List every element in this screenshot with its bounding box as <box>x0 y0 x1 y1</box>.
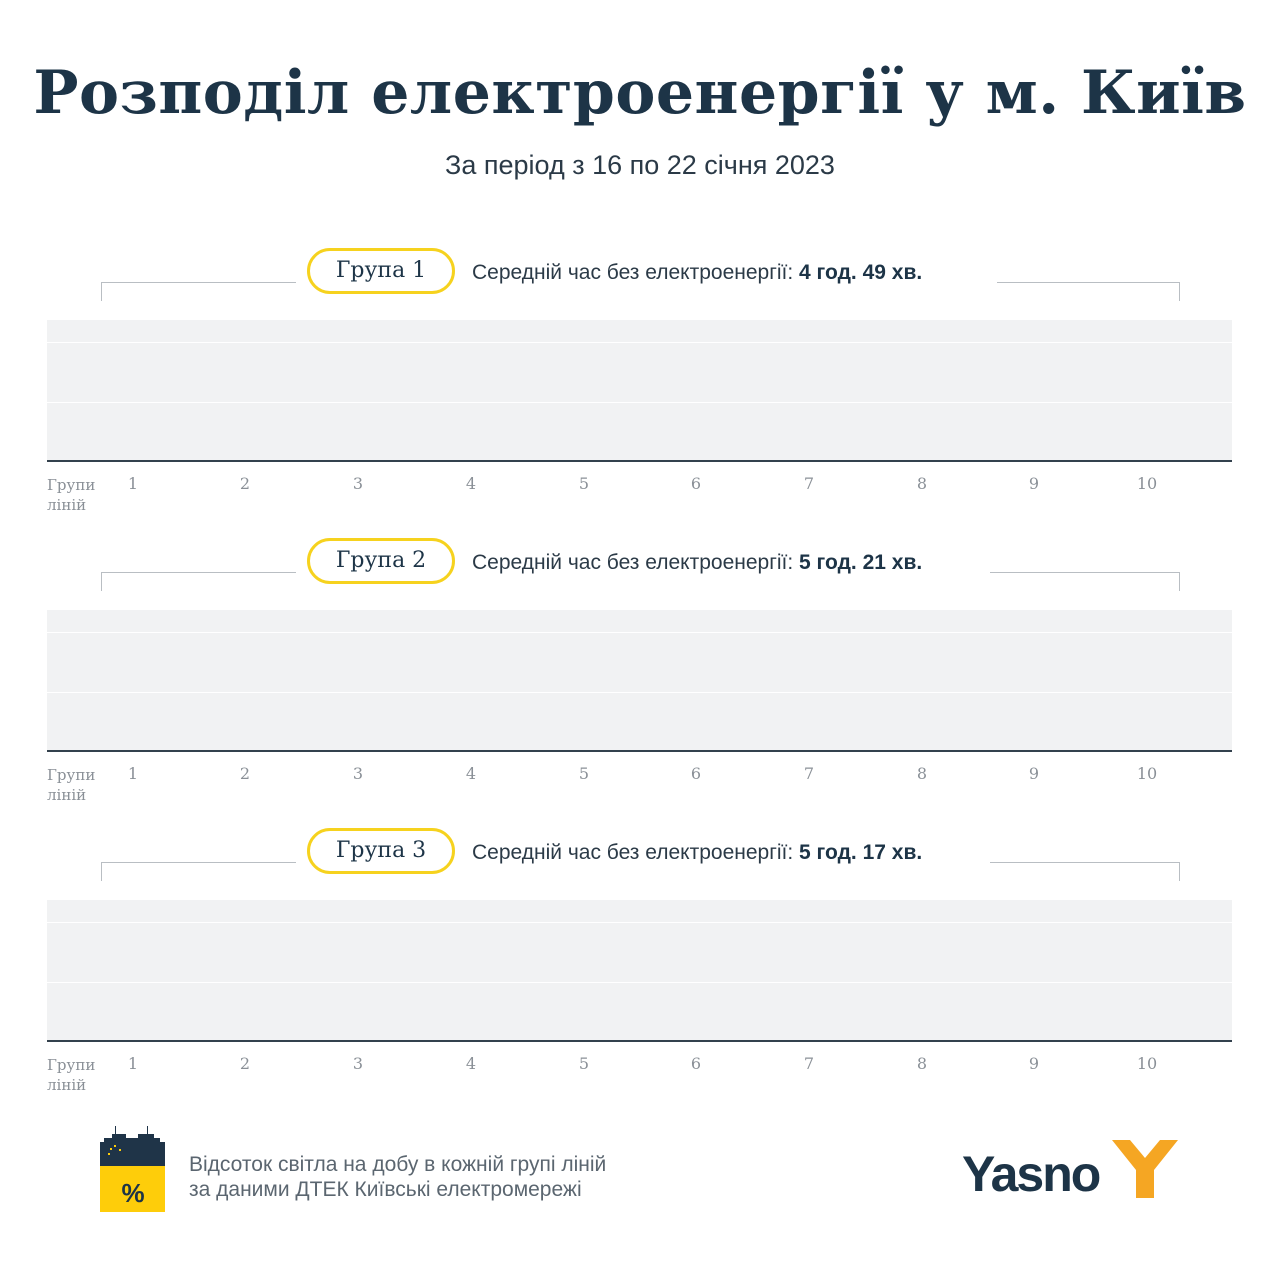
x-tick-label: 8 <box>916 764 928 783</box>
avg-value: 5 год. 21 хв. <box>799 551 923 574</box>
x-tick-label: 2 <box>239 1054 251 1073</box>
x-tick-label: 3 <box>352 1054 364 1073</box>
bars-svg: 82% 80% 78% 77% 76% 74% <box>0 580 1280 870</box>
x-tick-label: 7 <box>803 1054 815 1073</box>
x-tick-label: 5 <box>578 1054 590 1073</box>
x-tick-label: 4 <box>465 474 477 493</box>
x-axis-label: Групи ліній <box>47 766 96 804</box>
avg-value: 5 год. 17 хв. <box>799 841 923 864</box>
page-subtitle: За період з 16 по 22 січня 2023 <box>445 150 835 180</box>
baseline <box>47 750 1232 752</box>
x-tick-label: 5 <box>578 764 590 783</box>
chart-panel <box>47 900 1232 1041</box>
chart-group-2: Група 2 Середній час без електроенергії:… <box>0 290 1280 804</box>
chart-panel <box>47 610 1232 751</box>
x-tick-label: 1 <box>127 1054 139 1073</box>
chart-group-1: Група 1 Середній час без електроенергії:… <box>0 0 1280 514</box>
x-tick-label: 10 <box>1136 1054 1158 1073</box>
group-title-pill: Група 1 <box>307 248 455 294</box>
x-tick-label: 2 <box>239 764 251 783</box>
x-axis-label: Групи ліній <box>47 476 96 514</box>
x-tick-label: 6 <box>690 474 702 493</box>
x-tick-label: 10 <box>1136 764 1158 783</box>
x-tick-label: 1 <box>127 764 139 783</box>
bracket-left <box>101 282 296 301</box>
bracket-left <box>101 572 296 591</box>
group-title-pill: Група 2 <box>307 538 455 584</box>
x-tick-label: 8 <box>916 474 928 493</box>
avg-outage-time: Середній час без електроенергії: 5 год. … <box>472 551 922 575</box>
avg-label: Середній час без електроенергії: <box>472 261 794 284</box>
legend-line-1: Відсоток світла на добу в кожній групі л… <box>189 1153 607 1176</box>
yasno-y-logo-icon <box>1112 1140 1178 1198</box>
baseline <box>47 1040 1232 1042</box>
avg-outage-time: Середній час без електроенергії: 4 год. … <box>472 261 922 285</box>
avg-label: Середній час без електроенергії: <box>472 841 794 864</box>
group-title-pill: Група 3 <box>307 828 455 874</box>
x-tick-label: 5 <box>578 474 590 493</box>
bracket-right <box>997 282 1180 301</box>
legend-building-icon: % <box>100 1126 165 1212</box>
x-tick-label: 3 <box>352 474 364 493</box>
x-tick-label: 8 <box>916 1054 928 1073</box>
x-tick-label: 3 <box>352 764 364 783</box>
chart-group-3: Група 3 Середній час без електроенергії:… <box>0 580 1280 1094</box>
avg-label: Середній час без електроенергії: <box>472 551 794 574</box>
chart-panel <box>47 320 1232 461</box>
x-tick-label: 4 <box>465 1054 477 1073</box>
legend-percent-symbol: % <box>121 1178 144 1208</box>
x-tick-label: 6 <box>690 764 702 783</box>
x-tick-label: 7 <box>803 764 815 783</box>
legend-text: Відсоток світла на добу в кожній групі л… <box>189 1152 606 1202</box>
bracket-right <box>990 862 1180 881</box>
yasno-logo-text: Yasno <box>962 1146 1101 1202</box>
page-title: Розподіл електроенергії у м. Київ <box>33 58 1247 128</box>
x-tick-label: 2 <box>239 474 251 493</box>
x-tick-label: 4 <box>465 764 477 783</box>
x-tick-label: 9 <box>1028 474 1040 493</box>
x-tick-label: 9 <box>1028 1054 1040 1073</box>
x-tick-label: 6 <box>690 1054 702 1073</box>
x-tick-label: 7 <box>803 474 815 493</box>
x-tick-label: 1 <box>127 474 139 493</box>
baseline <box>47 460 1232 462</box>
avg-outage-time: Середній час без електроенергії: 5 год. … <box>472 841 922 865</box>
x-tick-label: 9 <box>1028 764 1040 783</box>
bars-svg: 78% 81% 81% 80% 79% 79% <box>0 0 1280 290</box>
x-axis-label: Групи ліній <box>47 1056 96 1094</box>
bracket-left <box>101 862 296 881</box>
x-tick-label: 10 <box>1136 474 1158 493</box>
avg-value: 4 год. 49 хв. <box>799 261 923 284</box>
legend-line-2: за даними ДТЕК Київські електромережі <box>189 1178 582 1201</box>
bracket-right <box>990 572 1180 591</box>
bars-svg: 78% 79% 76% 77% 75% 76% <box>0 290 1280 580</box>
